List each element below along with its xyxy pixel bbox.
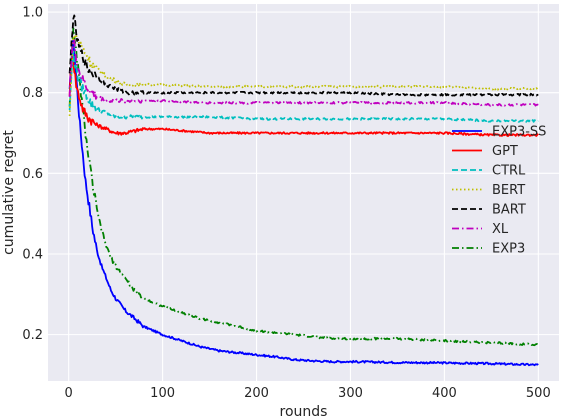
x-tick-label: 200 — [244, 386, 269, 401]
series-line-exp3 — [68, 27, 539, 347]
series-line-bert — [68, 33, 539, 116]
legend-label: EXP3-SS — [492, 125, 546, 140]
x-tick-label: 100 — [150, 386, 175, 401]
legend-label: CTRL — [492, 164, 526, 179]
series-line-xl — [68, 38, 539, 107]
series-line-ctrl — [68, 50, 539, 123]
plot-area — [48, 4, 559, 381]
grid — [48, 4, 559, 381]
legend-label: EXP3 — [492, 242, 525, 257]
series-group — [68, 14, 539, 367]
legend-label: XL — [492, 222, 509, 237]
legend-label: BERT — [492, 183, 525, 198]
series-line-exp3-ss — [68, 39, 539, 367]
x-tick-label: 300 — [338, 386, 363, 401]
y-tick-label: 0.6 — [22, 167, 43, 182]
x-tick-label: 500 — [526, 386, 551, 401]
x-tick-label: 0 — [65, 386, 73, 401]
legend: EXP3-SS GPT CTRL BERT BART XL EXP3 — [452, 125, 546, 257]
x-axis-label: rounds — [280, 404, 328, 420]
y-tick-label: 0.4 — [22, 247, 43, 262]
series-line-gpt — [68, 55, 539, 137]
legend-label: GPT — [492, 144, 518, 159]
legend-label: BART — [492, 203, 526, 218]
series-line-bart — [68, 14, 539, 97]
x-tick-label: 400 — [432, 386, 457, 401]
y-tick-label: 0.2 — [22, 328, 43, 343]
tick-labels: 0 100 200 300 400 500 0.2 0.4 0.6 0.8 1.0 — [22, 6, 550, 401]
y-axis-label: cumulative regret — [1, 130, 17, 255]
y-tick-label: 1.0 — [22, 6, 43, 21]
y-tick-label: 0.8 — [22, 86, 43, 101]
